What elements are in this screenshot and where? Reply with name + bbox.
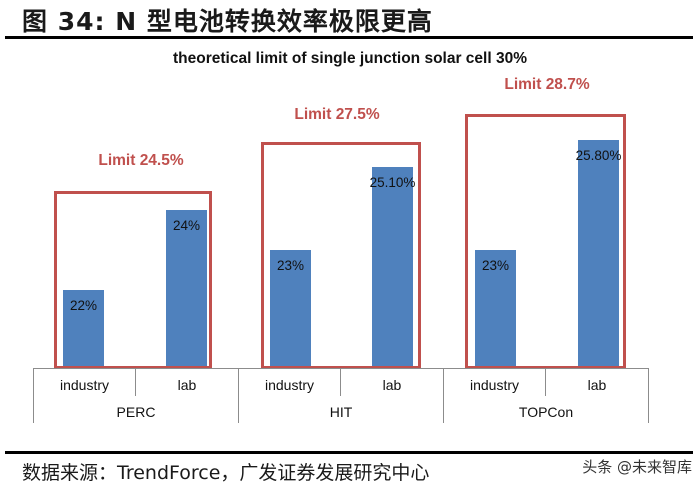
limit-label-topcon: Limit 28.7% <box>504 76 590 93</box>
bar-topcon-industry: 23% <box>475 250 516 366</box>
bar-value-label: 22% <box>69 298 98 313</box>
x-tick-label: lab <box>382 377 402 393</box>
bar-value-label: 25.10% <box>369 175 416 190</box>
axis-subdivider <box>135 368 136 396</box>
bar-value-label: 24% <box>172 218 201 233</box>
watermark: 头条 @未来智库 <box>582 458 692 476</box>
axis-subdivider <box>545 368 546 396</box>
limit-box-perc <box>54 191 212 369</box>
limit-label-perc: Limit 24.5% <box>98 152 184 169</box>
bar-hit-industry: 23% <box>270 250 311 366</box>
figure-title: 图 34: N 型电池转换效率极限更高 <box>22 7 433 36</box>
x-tick-label: industry <box>469 377 520 393</box>
bar-value-label: 23% <box>481 258 510 273</box>
axis-subdivider <box>340 368 341 396</box>
axis-divider <box>443 368 444 423</box>
bottom-rule <box>5 451 693 454</box>
bar-value-label: 23% <box>276 258 305 273</box>
x-tick-label: lab <box>587 377 607 393</box>
axis-divider <box>238 368 239 423</box>
x-tick-label: industry <box>59 377 110 393</box>
limit-box-hit <box>261 142 421 369</box>
axis-divider <box>648 368 649 423</box>
x-group-label-topcon: TOPCon <box>518 404 574 420</box>
source-note: 数据来源：TrendForce，广发证券发展研究中心 <box>22 462 430 484</box>
axis-divider <box>33 368 34 423</box>
bar-topcon-lab: 25.80% <box>576 140 621 366</box>
bar-hit-lab: 25.10% <box>370 167 415 366</box>
limit-box-topcon <box>465 114 626 369</box>
bar-value-label: 25.80% <box>575 148 622 163</box>
bar-perc-industry: 22% <box>63 290 104 366</box>
x-group-label-perc: PERC <box>116 404 156 420</box>
top-rule <box>5 36 693 39</box>
chart-title: theoretical limit of single junction sol… <box>172 50 527 67</box>
x-tick-label: industry <box>264 377 315 393</box>
bar-perc-lab: 24% <box>166 210 207 366</box>
x-axis-line <box>33 368 649 369</box>
limit-label-hit: Limit 27.5% <box>294 106 380 123</box>
x-tick-label: lab <box>177 377 197 393</box>
x-group-label-hit: HIT <box>329 404 353 420</box>
